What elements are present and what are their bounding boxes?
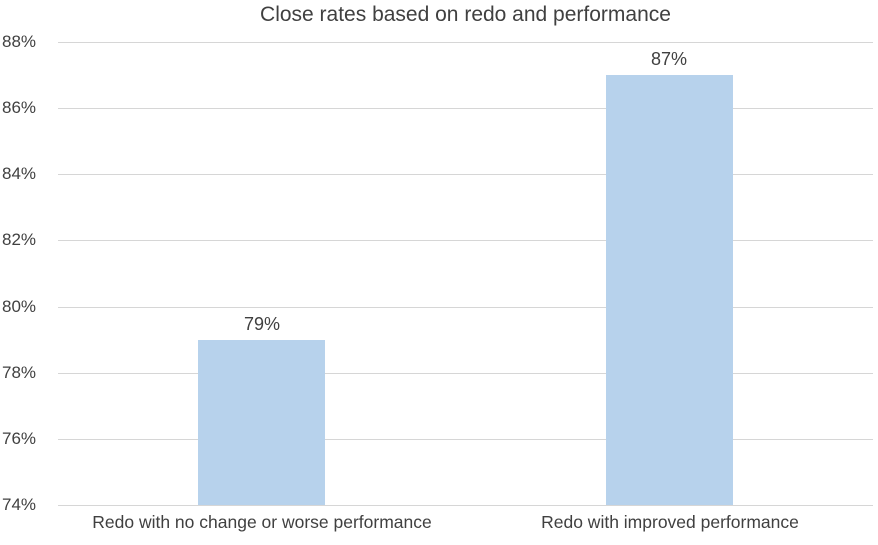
y-tick-label: 78% (2, 363, 37, 382)
y-tick-label: 74% (2, 495, 37, 514)
y-tick-label: 80% (2, 297, 37, 316)
x-category-label: Redo with no change or worse performance (92, 512, 432, 532)
gridline (58, 439, 873, 440)
y-tick-label: 84% (2, 164, 37, 183)
bar-value-label: 87% (650, 49, 688, 69)
x-category-label: Redo with improved performance (541, 512, 799, 532)
y-tick-label: 76% (2, 429, 37, 448)
gridline (58, 307, 873, 308)
y-tick-label: 86% (2, 98, 37, 117)
bar-value-label: 79% (243, 314, 281, 334)
bar (198, 340, 325, 505)
y-tick-label: 88% (2, 32, 37, 51)
chart-title: Close rates based on redo and performanc… (260, 3, 671, 26)
gridline (58, 174, 873, 175)
gridline (58, 505, 873, 506)
bar (606, 75, 733, 505)
gridline (58, 42, 873, 43)
y-tick-label: 82% (2, 230, 37, 249)
gridline (58, 240, 873, 241)
gridline (58, 373, 873, 374)
gridline (58, 108, 873, 109)
